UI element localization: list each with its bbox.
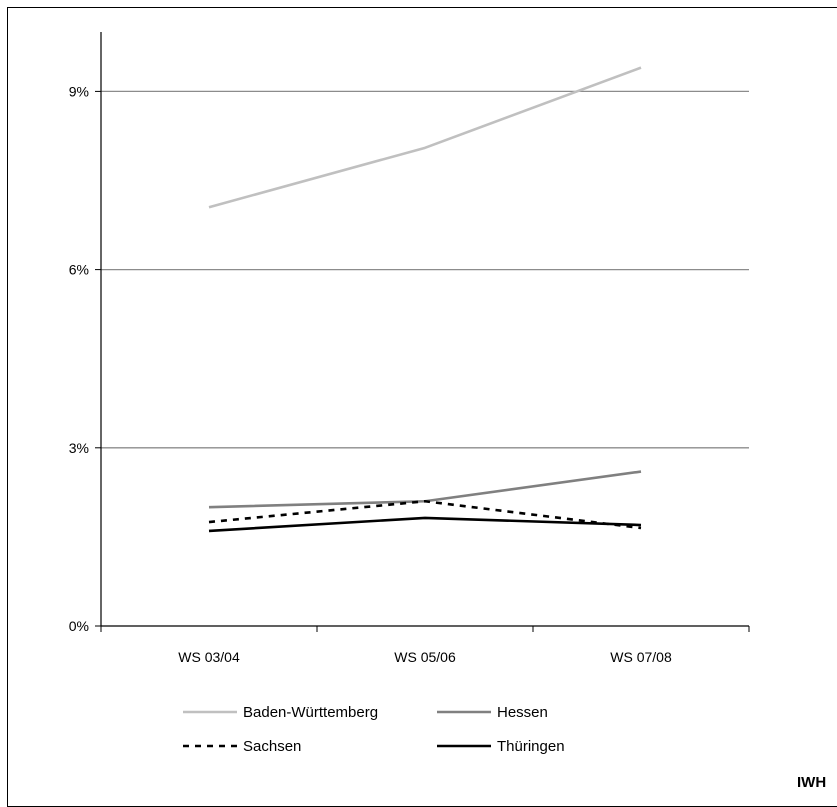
gridlines — [101, 90, 749, 449]
y-tick-label: 9% — [69, 83, 89, 99]
legend-label-sachsen: Sachsen — [243, 738, 301, 755]
x-tick-labels: WS 03/04 WS 05/06 WS 07/08 — [178, 649, 672, 665]
legend-label-th-ringen: Thüringen — [497, 738, 565, 755]
y-tick-label: 3% — [69, 440, 89, 456]
series-lines — [208, 66, 642, 533]
legend-label-hessen: Hessen — [497, 704, 548, 721]
x-tick-label: WS 07/08 — [610, 649, 672, 665]
legend: Baden-Württemberg Hessen Sachsen Thüringen — [183, 704, 565, 755]
y-tick-labels: 0% 3% 6% 9% — [69, 83, 89, 634]
source-label: IWH — [797, 774, 827, 791]
x-tick-label: WS 05/06 — [394, 649, 456, 665]
series-line-baden-w-rttemberg — [208, 66, 642, 209]
series-line-th-ringen — [208, 516, 642, 533]
axes — [95, 32, 750, 632]
y-tick-label: 6% — [69, 262, 89, 278]
y-tick-label: 0% — [69, 618, 89, 634]
series-line-sachsen — [208, 499, 642, 530]
x-tick-label: WS 03/04 — [178, 649, 240, 665]
legend-label-baden-w-rttemberg: Baden-Württemberg — [243, 704, 378, 721]
